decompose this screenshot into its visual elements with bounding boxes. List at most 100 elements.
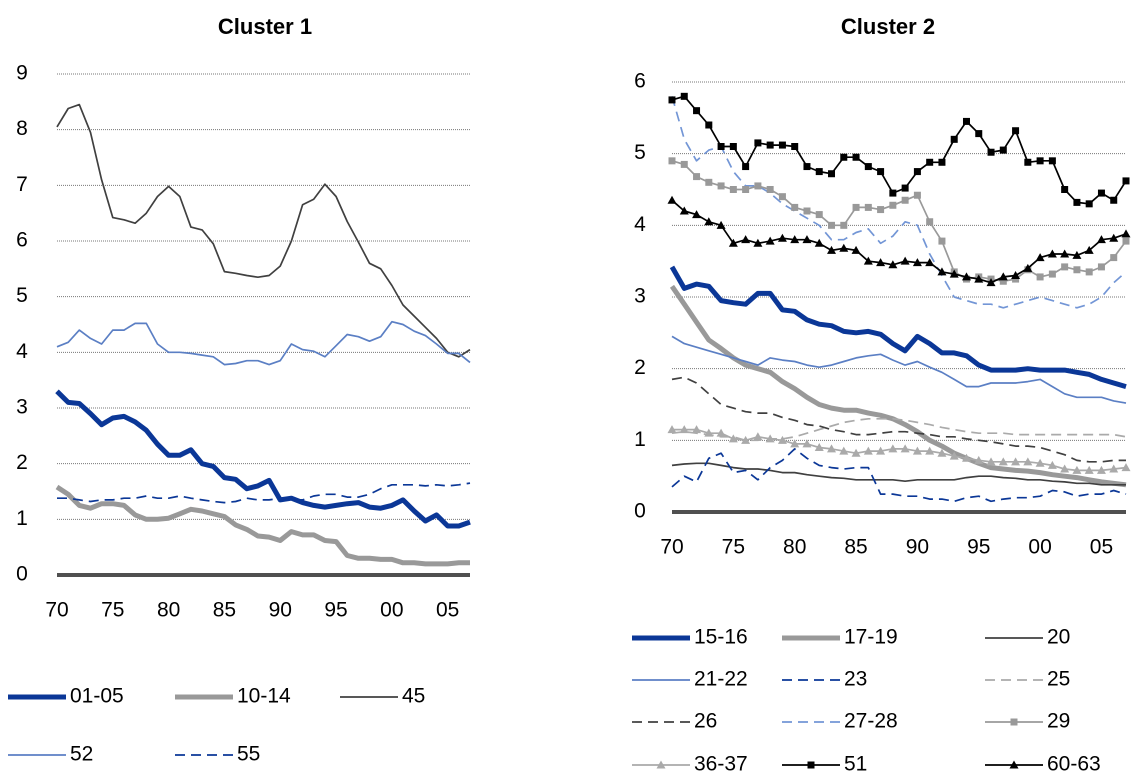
marker [1035, 458, 1045, 467]
marker [827, 444, 837, 453]
marker [889, 201, 897, 209]
series-line [55, 389, 471, 529]
marker [938, 237, 946, 245]
marker [716, 428, 726, 437]
legend-label: 23 [844, 668, 867, 691]
y-tick-label: 4 [634, 213, 646, 236]
marker [926, 158, 934, 166]
marker [877, 168, 885, 176]
marker [753, 238, 763, 247]
marker [777, 233, 787, 242]
marker [668, 96, 676, 104]
x-tick-label: 80 [783, 536, 806, 559]
marker [1047, 460, 1057, 469]
x-tick-label: 90 [269, 599, 292, 622]
marker [998, 457, 1008, 466]
marker [692, 210, 702, 219]
y-tick-label: 0 [16, 563, 28, 586]
marker [987, 148, 995, 156]
legend-label: 15-16 [694, 626, 748, 649]
marker [1036, 157, 1044, 165]
marker [1122, 237, 1130, 245]
marker [754, 182, 762, 190]
legend-label: 20 [1047, 626, 1070, 649]
y-tick-label: 7 [16, 173, 28, 196]
series-line [671, 462, 1126, 486]
chart-title: Cluster 2 [841, 14, 935, 39]
marker [998, 272, 1008, 281]
marker [851, 245, 861, 254]
x-tick-label: 85 [213, 599, 236, 622]
series-line [671, 448, 1127, 503]
legend-label: 45 [402, 685, 425, 708]
marker [1060, 464, 1070, 473]
marker [925, 446, 935, 455]
legend-label: 60-63 [1047, 753, 1101, 776]
marker [901, 196, 909, 204]
marker [900, 444, 910, 453]
marker [986, 457, 996, 466]
marker [802, 439, 812, 448]
marker [1096, 465, 1106, 474]
legend-label: 26 [694, 710, 717, 733]
y-tick-label: 3 [16, 396, 28, 419]
marker [949, 269, 959, 278]
series-line [56, 103, 471, 358]
marker [938, 158, 946, 166]
marker [864, 203, 872, 211]
legend-label: 51 [844, 753, 867, 776]
legend-label: 10-14 [237, 685, 291, 708]
marker [1024, 158, 1032, 166]
x-tick-label: 05 [436, 599, 459, 622]
marker [667, 425, 677, 434]
marker [790, 235, 800, 244]
marker [729, 186, 737, 193]
marker [778, 193, 786, 201]
marker [974, 455, 984, 464]
y-tick-label: 2 [16, 451, 28, 474]
marker [741, 435, 751, 444]
series-line [55, 484, 470, 567]
marker [704, 217, 714, 226]
marker [1096, 235, 1106, 244]
legend-label: 01-05 [70, 685, 124, 708]
marker [1097, 189, 1105, 197]
marker [937, 267, 947, 276]
marker [949, 451, 959, 460]
series-line [56, 320, 471, 366]
marker [717, 182, 725, 190]
marker [802, 235, 812, 244]
series-line [671, 96, 1127, 309]
marker [777, 435, 787, 444]
marker [852, 153, 860, 161]
y-tick-label: 3 [634, 285, 646, 308]
marker [693, 107, 701, 115]
marker [961, 453, 971, 462]
marker [828, 221, 836, 229]
marker [840, 221, 848, 229]
marker [1012, 127, 1020, 135]
x-tick-label: 70 [45, 599, 68, 622]
legend-marker [1009, 760, 1019, 769]
marker [937, 448, 947, 457]
marker [753, 432, 763, 441]
marker [1073, 198, 1081, 206]
marker [851, 448, 861, 457]
y-tick-label: 6 [634, 70, 646, 93]
marker [729, 143, 737, 150]
marker [1085, 268, 1093, 276]
marker [814, 238, 824, 247]
marker [742, 186, 750, 193]
series-line [57, 482, 471, 504]
y-tick-label: 4 [16, 340, 28, 363]
marker [888, 444, 898, 453]
marker [1109, 464, 1119, 473]
marker [961, 272, 971, 281]
marker [877, 206, 885, 214]
marker [741, 235, 751, 244]
marker [1061, 263, 1069, 271]
x-tick-label: 95 [324, 599, 347, 622]
series-line [671, 376, 1126, 463]
y-tick-label: 6 [16, 229, 28, 252]
marker [912, 446, 922, 455]
